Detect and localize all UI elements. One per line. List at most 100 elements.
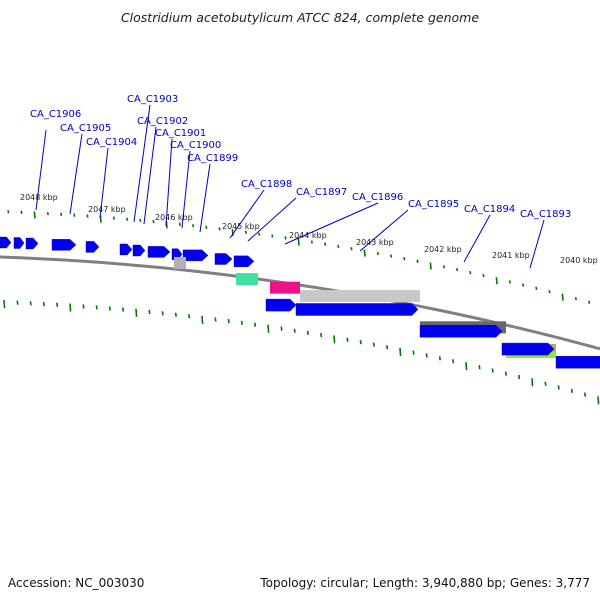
minor-tick — [280, 326, 283, 331]
gene-label: CA_C1894 — [464, 204, 515, 215]
feature-track — [0, 236, 600, 369]
minor-tick — [227, 319, 230, 324]
leader-line — [359, 209, 409, 252]
gene-label: CA_C1899 — [187, 153, 238, 164]
major-tick — [429, 262, 432, 270]
minor-tick — [29, 301, 32, 306]
kbp-label: 2044 kbp — [289, 231, 327, 240]
minor-tick — [522, 283, 525, 287]
inner-tick-ring — [3, 300, 600, 405]
minor-tick — [403, 257, 406, 261]
major-tick — [333, 335, 336, 344]
gene-arrow — [132, 244, 146, 257]
minor-tick — [478, 365, 481, 370]
minor-tick — [174, 312, 177, 317]
minor-tick — [324, 242, 327, 246]
minor-tick — [205, 225, 208, 229]
major-tick — [231, 228, 234, 237]
minor-tick — [442, 265, 445, 269]
gene-label: CA_C1906 — [30, 109, 81, 120]
kbp-label: 2048 kbp — [20, 193, 58, 202]
gene-arrow — [0, 236, 12, 249]
minor-tick — [337, 244, 340, 249]
minor-tick — [491, 368, 494, 373]
feature-box — [174, 256, 186, 269]
gene-arrow — [295, 303, 419, 316]
leader-line — [199, 163, 211, 233]
minor-tick — [126, 217, 129, 221]
gene-arrow — [13, 237, 25, 249]
minor-tick — [112, 216, 115, 220]
minor-tick — [46, 211, 49, 216]
minor-tick — [456, 268, 459, 272]
major-tick — [495, 277, 498, 285]
minor-tick — [508, 280, 511, 284]
leader-line — [247, 197, 297, 242]
gene-label: CA_C1896 — [352, 192, 403, 203]
minor-tick — [390, 254, 393, 258]
minor-tick — [584, 392, 587, 397]
minor-tick — [557, 385, 560, 390]
gene-label: CA_C1901 — [155, 128, 206, 139]
feature-box — [270, 281, 300, 294]
minor-tick — [425, 353, 428, 358]
minor-tick — [386, 345, 389, 350]
major-tick — [297, 238, 300, 246]
kbp-label: 2040 kbp — [560, 256, 598, 265]
minor-tick — [7, 210, 10, 214]
minor-tick — [122, 307, 125, 312]
kbp-label: 2042 kbp — [424, 245, 462, 254]
minor-tick — [574, 297, 577, 301]
minor-tick — [376, 251, 379, 256]
minor-tick — [570, 388, 573, 394]
minor-tick — [359, 340, 362, 345]
minor-tick — [218, 227, 221, 231]
leader-line — [143, 126, 157, 225]
gene-label: CA_C1895 — [408, 199, 459, 210]
major-tick — [363, 249, 366, 257]
gene-arrow — [119, 243, 133, 256]
gene-arrow — [51, 239, 77, 251]
major-tick — [399, 347, 402, 356]
minor-tick — [108, 306, 111, 311]
minor-tick — [346, 337, 349, 342]
gene-label-group: CA_C1906 CA_C1905 CA_C1904 CA_C1903 CA_C1902… — [30, 94, 571, 269]
gene-arrow — [555, 356, 600, 369]
minor-tick — [284, 236, 287, 240]
gene-label: CA_C1903 — [127, 94, 178, 105]
minor-tick — [95, 305, 98, 310]
major-tick — [69, 303, 72, 312]
gene-arrow — [265, 298, 297, 312]
minor-tick — [482, 273, 485, 278]
minor-tick — [139, 218, 142, 223]
major-tick — [561, 293, 564, 301]
leader-line — [284, 202, 379, 245]
gene-arrow — [25, 237, 39, 250]
minor-tick — [192, 224, 195, 228]
kbp-label: 2047 kbp — [88, 205, 126, 214]
minor-tick — [469, 270, 472, 275]
topology-text: Topology: circular; Length: 3,940,880 bp… — [260, 576, 590, 590]
gene-label: CA_C1902 — [137, 116, 188, 127]
minor-tick — [188, 314, 191, 319]
gene-label: CA_C1898 — [241, 179, 292, 190]
kbp-label: 2043 kbp — [356, 238, 394, 247]
backbone-line — [0, 255, 600, 351]
gene-label: CA_C1893 — [520, 209, 571, 220]
kbp-label-group: 2048 kbp 2047 kbp 2046 kbp 2045 kbp 2044 kbp… — [20, 193, 598, 265]
minor-tick — [548, 290, 551, 294]
minor-tick — [416, 259, 419, 263]
minor-tick — [372, 342, 375, 347]
major-tick — [33, 211, 36, 219]
gene-arrow — [214, 253, 233, 265]
map-title: Clostridium acetobutylicum ATCC 824, com… — [120, 10, 480, 25]
minor-tick — [244, 230, 247, 234]
leader-line — [229, 189, 265, 239]
minor-tick — [310, 240, 313, 244]
minor-tick — [588, 300, 591, 304]
minor-tick — [544, 381, 547, 386]
feature-box — [236, 273, 258, 286]
gene-arrow — [85, 241, 100, 253]
minor-tick — [293, 328, 296, 333]
